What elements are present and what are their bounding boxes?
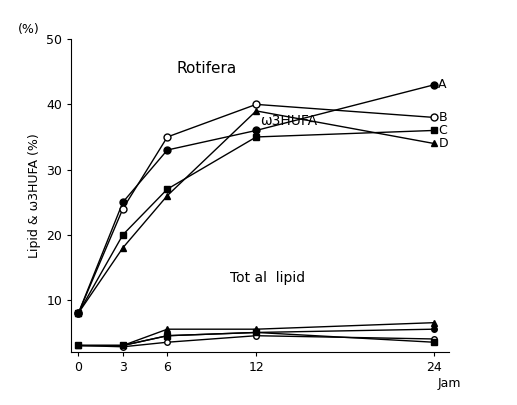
Text: Tot al  lipid: Tot al lipid [230,271,305,285]
Text: D: D [438,137,448,150]
Y-axis label: Lipid & ω3HUFA (%): Lipid & ω3HUFA (%) [27,133,40,258]
Text: A: A [438,78,447,92]
Text: Rotifera: Rotifera [177,61,237,76]
Text: Jam: Jam [438,377,462,390]
Text: ω3HUFA: ω3HUFA [260,114,317,128]
Text: (%): (%) [18,23,40,36]
Text: B: B [438,111,447,124]
Text: C: C [438,124,447,137]
